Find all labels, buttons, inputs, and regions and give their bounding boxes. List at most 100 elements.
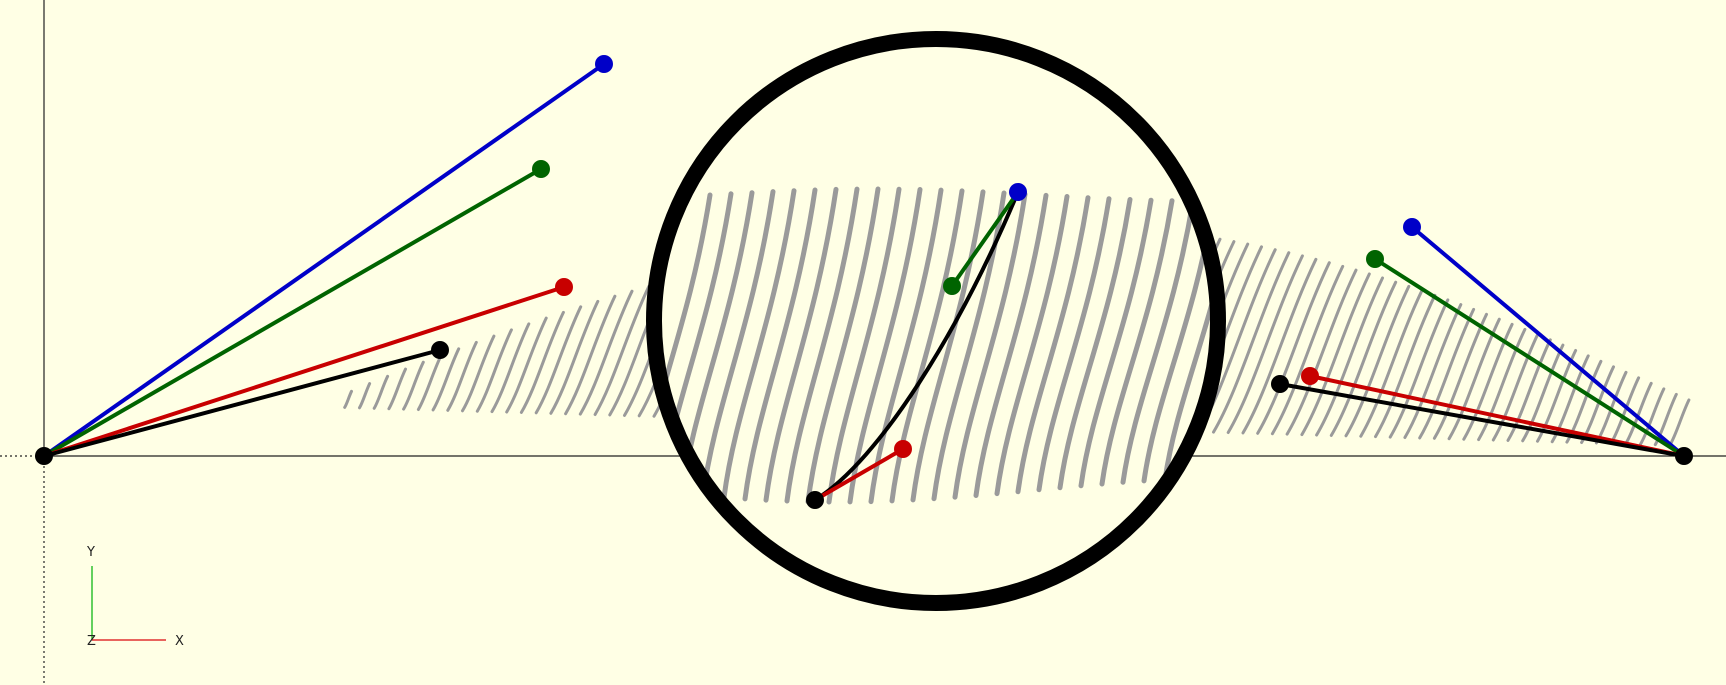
hatch-stroke — [549, 299, 600, 415]
hatch-stroke — [1359, 289, 1424, 438]
hatch-stroke — [1329, 280, 1398, 437]
right-blue-handle — [1410, 225, 1686, 458]
hatch-stroke-magnified — [763, 186, 839, 503]
hatch-stroke — [1462, 322, 1514, 441]
hatch-stroke — [1226, 254, 1304, 434]
hatch-stroke-magnified — [889, 188, 965, 504]
hatch-stroke — [1403, 303, 1463, 439]
hatch-stroke-magnified — [994, 194, 1070, 497]
hatch-stroke — [505, 316, 548, 414]
hatch-stroke — [564, 294, 617, 416]
hatch-stroke — [1212, 251, 1291, 434]
hatch-stroke — [593, 284, 651, 416]
hatch-stroke-magnified — [1057, 197, 1133, 491]
hatch-stroke-magnified — [784, 186, 860, 504]
hatch-stroke-magnified — [973, 192, 1049, 498]
hatch-stroke — [1653, 392, 1678, 447]
hatch-stroke — [1580, 365, 1615, 444]
hatch-stroke — [446, 340, 478, 412]
hatch-stroke — [1491, 333, 1540, 442]
hatch-stroke-magnified — [1291, 196, 1361, 480]
lens-blue-control-point[interactable] — [1009, 183, 1027, 201]
left-green-control-point[interactable] — [532, 160, 550, 178]
hatch-stroke — [343, 389, 353, 409]
lens-red-control-point[interactable] — [894, 440, 912, 458]
right-black-control-point[interactable] — [1271, 375, 1289, 393]
right-red-control-point[interactable] — [1301, 367, 1319, 385]
left-black-control-point[interactable] — [431, 341, 449, 359]
hatch-stroke — [1315, 276, 1384, 437]
hatch-stroke-magnified — [1162, 198, 1218, 483]
gizmo-x-label: X — [175, 634, 184, 649]
gizmo-y-label: Y — [86, 545, 95, 560]
lens-red-handle — [813, 447, 905, 502]
gizmo-z-label: Z — [87, 634, 96, 649]
hatch-stroke — [1270, 264, 1345, 436]
right-control-fan — [1271, 218, 1693, 465]
lens-curve — [813, 191, 1020, 502]
hatch-stroke-magnified — [805, 186, 881, 505]
hatch-stroke — [1374, 293, 1437, 439]
left-blue-handle — [42, 62, 606, 458]
hatch-stroke — [1521, 343, 1565, 443]
right-black-handle — [1279, 382, 1685, 458]
hatch-stroke — [1388, 298, 1450, 439]
hatch-stroke — [387, 367, 407, 411]
hatch-stroke — [1432, 312, 1488, 440]
hatch-stroke-magnified — [1078, 197, 1154, 489]
hatch-stroke — [490, 322, 531, 414]
left-red-handle — [43, 285, 565, 458]
hatch-stroke-magnified — [1099, 198, 1175, 487]
hatch-stroke — [475, 328, 513, 413]
hatch-stroke-magnified — [742, 187, 818, 502]
hatch-stroke — [1418, 307, 1476, 440]
left-blue-control-point[interactable] — [595, 55, 613, 73]
left-red-control-point[interactable] — [555, 278, 573, 296]
hatch-stroke — [402, 360, 425, 411]
lens-green-control-point[interactable] — [943, 277, 961, 295]
hatch-stroke — [1300, 272, 1371, 437]
hatch-stroke — [416, 353, 443, 411]
hatch-stroke — [372, 374, 390, 410]
hatch-stroke-magnified — [910, 189, 986, 503]
hatch-stroke — [1477, 327, 1527, 442]
left-green-handle — [42, 167, 543, 458]
right-green-handle — [1373, 257, 1686, 458]
lens-ring — [646, 31, 1226, 611]
hatched-curve-band-magnified — [654, 186, 1361, 505]
hatch-stroke — [1285, 268, 1358, 436]
hatch-stroke-magnified — [1036, 196, 1112, 493]
hatch-stroke — [1256, 261, 1331, 435]
hatch-stroke — [1639, 387, 1666, 446]
hatch-stroke — [431, 347, 461, 412]
hatch-stroke — [1506, 338, 1552, 442]
hatch-stroke-magnified — [826, 186, 902, 505]
left-black-handle — [43, 348, 441, 458]
hatch-stroke-magnified — [1120, 198, 1196, 485]
lens-black-control-point[interactable] — [806, 491, 824, 509]
hatch-stroke-magnified — [721, 188, 797, 500]
left-anchor-point[interactable] — [35, 447, 53, 465]
center-zoom-lens — [646, 31, 1226, 611]
hatch-stroke — [358, 382, 372, 410]
left-control-fan — [35, 55, 613, 465]
axes-gizmo: Y Z X — [86, 545, 184, 649]
hatch-stroke-magnified — [1015, 195, 1091, 495]
hatch-stroke-magnified — [700, 189, 776, 499]
right-green-control-point[interactable] — [1366, 250, 1384, 268]
hatch-stroke — [519, 310, 565, 414]
hatch-stroke — [461, 334, 496, 413]
hatch-stroke — [1344, 284, 1411, 438]
hatch-stroke-magnified — [654, 192, 713, 493]
right-blue-control-point[interactable] — [1403, 218, 1421, 236]
hatch-stroke — [534, 305, 583, 415]
right-red-handle — [1309, 374, 1685, 458]
right-anchor-point[interactable] — [1675, 447, 1693, 465]
hatch-stroke — [578, 289, 634, 416]
hatch-stroke — [1668, 398, 1691, 447]
hatch-stroke — [1609, 376, 1641, 445]
lens-green-handle — [950, 190, 1020, 288]
hatch-stroke — [1241, 257, 1318, 435]
